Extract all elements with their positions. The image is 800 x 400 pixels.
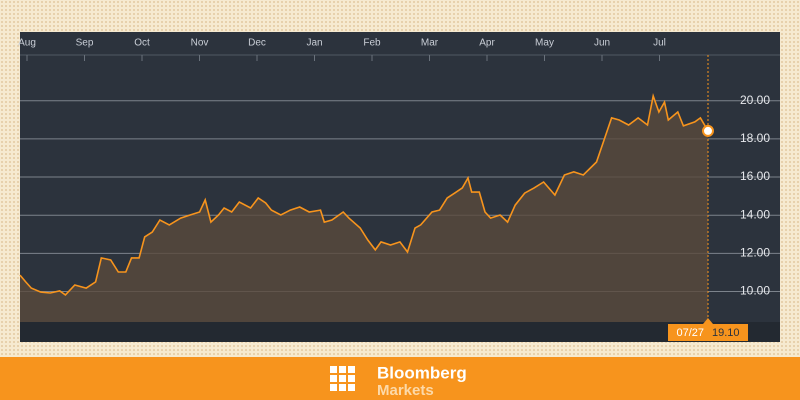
month-label: Sep	[76, 38, 94, 49]
last-point	[702, 124, 714, 137]
y-tick-label: 18.00	[740, 131, 770, 145]
month-label: Aug	[18, 38, 36, 49]
logo	[330, 366, 355, 391]
y-tick-label: 12.00	[740, 246, 770, 260]
area	[20, 96, 708, 322]
footer	[0, 357, 800, 400]
y-tick-label: 20.00	[740, 93, 770, 107]
badge-arrow	[703, 318, 713, 324]
month-label: May	[535, 38, 554, 49]
month-label: Nov	[191, 38, 209, 49]
month-label: Mar	[421, 38, 439, 49]
cursor-badge	[668, 324, 748, 341]
y-tick-label: 16.00	[740, 169, 770, 183]
month-label: Jul	[653, 38, 666, 49]
month-label: Jan	[306, 38, 322, 49]
month-label: Dec	[248, 38, 266, 49]
axis-strip	[20, 322, 780, 342]
y-tick-label: 10.00	[740, 284, 770, 298]
y-tick-label: 14.00	[740, 207, 770, 221]
month-label: Feb	[363, 38, 381, 49]
month-label: Apr	[479, 38, 495, 49]
month-label: Jun	[594, 38, 610, 49]
line	[19, 92, 709, 296]
cursor-date: 07/27	[676, 327, 704, 339]
brand-product: Markets	[377, 382, 434, 399]
brand-name: Bloomberg	[377, 363, 467, 382]
month-label: Oct	[134, 38, 150, 49]
cursor-price: 19.10	[712, 327, 740, 339]
